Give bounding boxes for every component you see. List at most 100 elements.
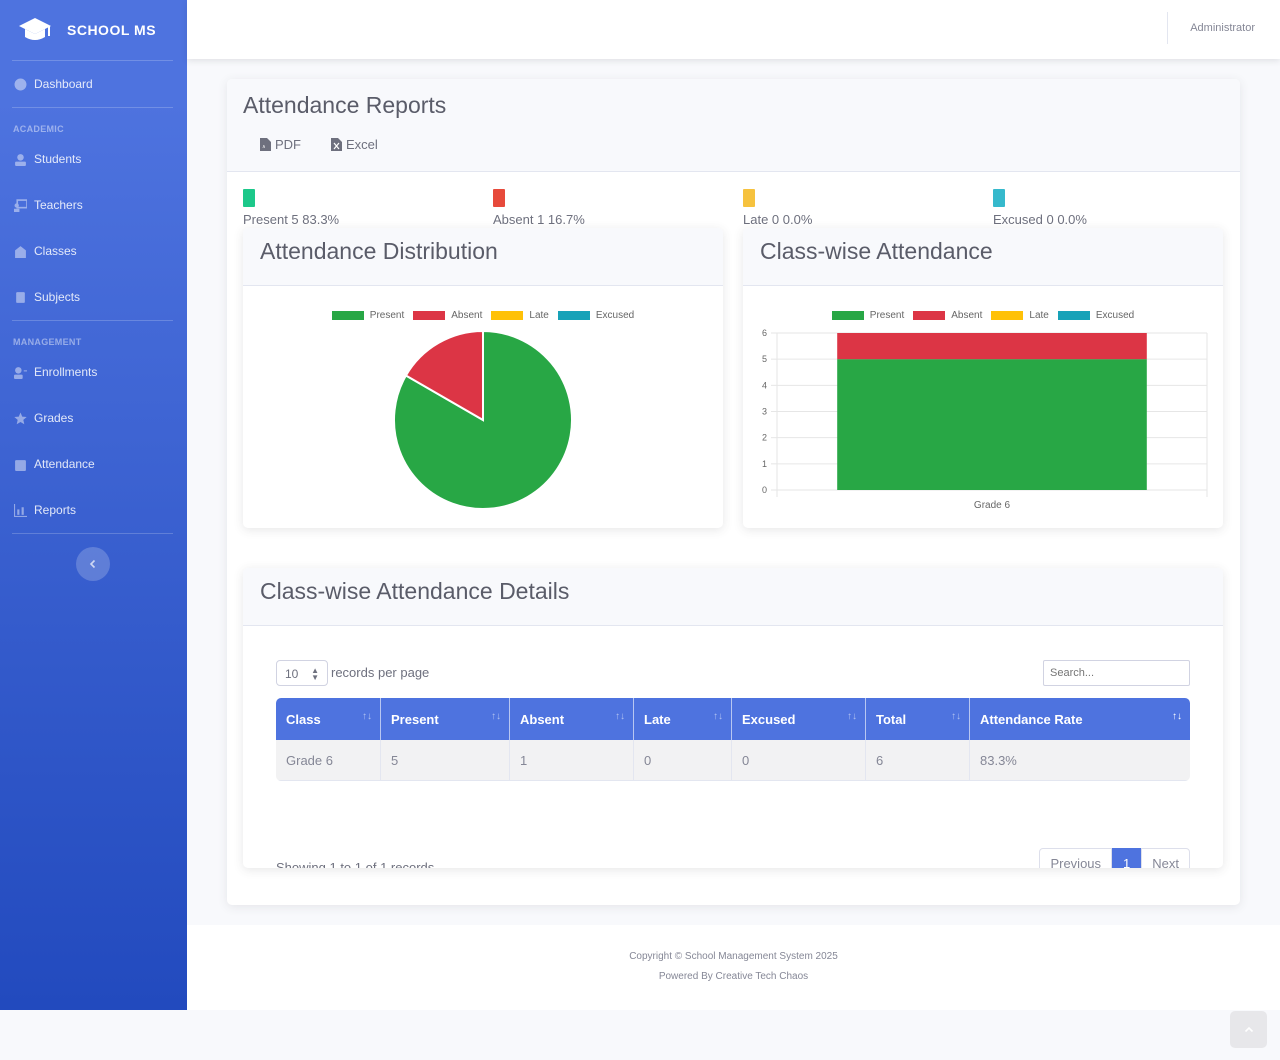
legend-label: Excused [595, 310, 635, 321]
user-menu[interactable]: Administrator [1190, 22, 1255, 34]
sidebar-item-dashboard[interactable]: Dashboard [0, 61, 187, 107]
col-total[interactable]: Total ↑↓ [866, 698, 970, 740]
col-present[interactable]: Present ↑↓ [381, 698, 510, 740]
legend-item-excused[interactable]: Excused [557, 310, 635, 321]
sidebar-item-students[interactable]: Students [0, 136, 187, 182]
school-icon [15, 245, 26, 258]
sidebar-item-classes[interactable]: Classes [0, 228, 187, 274]
col-class[interactable]: Class ↑↓ [276, 698, 381, 740]
bar-absent[interactable] [837, 333, 1147, 360]
stat-present-label: Present 5 83.3% [243, 212, 340, 227]
excel-button[interactable]: Excel [331, 137, 378, 152]
sort-icon: ↑↓ [491, 711, 501, 722]
sidebar-item-label: Subjects [34, 290, 81, 304]
legend-swatch [413, 311, 446, 320]
footer: Copyright © School Management System 202… [187, 925, 1280, 1010]
previous-page-button[interactable]: Previous [1039, 848, 1113, 868]
stat-late-label: Late 0 0.0% [743, 212, 813, 227]
pdf-button[interactable]: ∧ PDF [260, 137, 301, 152]
pie-chart [393, 329, 573, 510]
sidebar-item-enrollments[interactable]: Enrollments [0, 349, 187, 395]
card-header: Class-wise Attendance [743, 228, 1223, 286]
page-1-button[interactable]: 1 [1112, 848, 1142, 868]
excel-label: Excel [346, 137, 378, 152]
search-input[interactable] [1043, 660, 1190, 686]
sort-icon: ↑↓ [847, 711, 857, 722]
stat-absent-label: Absent 1 16.7% [493, 212, 585, 227]
legend-item-present[interactable]: Present [331, 310, 405, 321]
legend-swatch [331, 311, 364, 320]
legend-item-excused[interactable]: Excused [1057, 310, 1135, 321]
card-title: Class-wise Attendance Details [260, 578, 570, 604]
legend-label: Late [1029, 310, 1049, 321]
col-attendance-rate[interactable]: Attendance Rate ↑↓ [970, 698, 1190, 740]
copyright-text: Copyright © School Management System 202… [629, 951, 838, 962]
scroll-to-top-button[interactable] [1230, 1011, 1267, 1048]
sidebar-item-grades[interactable]: Grades [0, 395, 187, 441]
sidebar-item-reports[interactable]: Reports [0, 487, 187, 533]
sidebar-divider [12, 107, 173, 108]
brand[interactable]: SCHOOL MS [0, 0, 187, 60]
chart-bar-icon [14, 503, 27, 517]
attendance-report-card: Attendance Reports ∧ PDF Excel Present 5… [227, 79, 1240, 905]
sidebar-divider [12, 320, 173, 321]
bar-chart: 0 1 2 3 4 5 6 Grade 6 [762, 328, 1208, 511]
col-late[interactable]: Late ↑↓ [634, 698, 732, 740]
graduation-cap-icon [19, 18, 51, 40]
per-page-label: records per page [331, 665, 430, 680]
pie-slice-absent[interactable] [404, 329, 484, 422]
legend-label: Present [369, 310, 405, 321]
page-size-select[interactable]: 10 ▲ ▼ [276, 660, 328, 686]
legend-label: Present [869, 310, 905, 321]
stat-absent: Absent 1 16.7% [493, 189, 585, 227]
late-clock-icon [743, 189, 755, 207]
legend-item-present[interactable]: Present [831, 310, 905, 321]
legend-label: Late [529, 310, 549, 321]
user-graduate-icon [15, 153, 26, 166]
brand-name: SCHOOL MS [67, 22, 157, 38]
sort-icon: ↑↓ [713, 711, 723, 722]
bar-present[interactable] [837, 359, 1147, 490]
sidebar-item-label: Teachers [34, 198, 83, 212]
svg-text:∧: ∧ [262, 144, 266, 150]
legend-label: Absent [951, 310, 983, 321]
page-size-value: 10 [285, 667, 299, 681]
sort-icon: ↑↓ [615, 711, 625, 722]
col-absent[interactable]: Absent ↑↓ [510, 698, 634, 740]
sidebar-item-label: Students [34, 152, 82, 166]
sidebar-heading-academic: ACADEMIC [13, 124, 64, 134]
sidebar-item-subjects[interactable]: Subjects [0, 274, 187, 320]
sidebar-item-label: Classes [34, 244, 77, 258]
legend-item-late[interactable]: Late [491, 310, 549, 321]
sort-icon: ↑↓ [362, 711, 372, 722]
sidebar-item-label: Dashboard [34, 77, 93, 91]
select-arrows-icon: ▲ ▼ [311, 666, 319, 682]
legend-item-late[interactable]: Late [991, 310, 1049, 321]
sidebar-toggle-button[interactable] [76, 547, 110, 581]
legend-item-absent[interactable]: Absent [413, 310, 482, 321]
stat-excused: Excused 0 0.0% [993, 189, 1087, 227]
table-info: Showing 1 to 1 of 1 records [276, 860, 435, 868]
card-title: Class-wise Attendance [760, 238, 993, 264]
cell-class: Grade 6 [276, 740, 381, 781]
sidebar-item-attendance[interactable]: Attendance [0, 441, 187, 487]
sidebar-divider [12, 533, 173, 534]
book-icon [16, 291, 25, 303]
sidebar-item-teachers[interactable]: Teachers [0, 182, 187, 228]
col-excused[interactable]: Excused ↑↓ [732, 698, 866, 740]
card-title: Attendance Distribution [260, 238, 498, 264]
class-wise-attendance-card: Class-wise Attendance Present Absent Late E… [743, 228, 1223, 528]
col-label: Class [286, 711, 321, 727]
present-icon [243, 189, 255, 207]
col-label: Present [391, 711, 439, 727]
file-pdf-icon: ∧ [260, 138, 271, 151]
cell-excused: 0 [732, 740, 866, 781]
legend-item-absent[interactable]: Absent [913, 310, 982, 321]
y-tick-label: 6 [762, 328, 767, 338]
chevron-up-icon [1244, 1026, 1253, 1032]
legend-label: Excused [1095, 310, 1135, 321]
next-page-button[interactable]: Next [1141, 848, 1190, 868]
sort-icon: ↑↓ [1172, 711, 1182, 722]
sidebar: SCHOOL MS Dashboard ACADEMIC Students Te… [0, 0, 187, 1010]
y-tick-label: 0 [762, 485, 767, 495]
